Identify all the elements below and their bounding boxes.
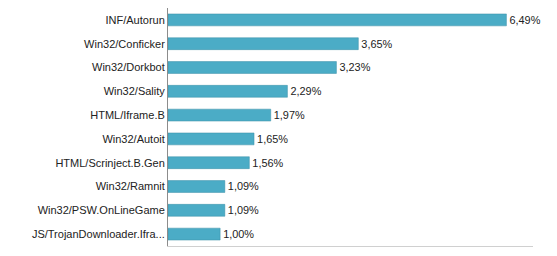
svg-text:1,97%: 1,97% xyxy=(274,109,305,121)
svg-text:Win32/Dorkbot: Win32/Dorkbot xyxy=(92,61,165,73)
svg-text:1,09%: 1,09% xyxy=(228,204,259,216)
svg-text:1,65%: 1,65% xyxy=(257,133,288,145)
svg-text:1,09%: 1,09% xyxy=(228,180,259,192)
svg-text:6,49%: 6,49% xyxy=(509,14,540,26)
svg-text:INF/Autorun: INF/Autorun xyxy=(105,14,164,26)
svg-text:3,65%: 3,65% xyxy=(361,38,392,50)
svg-text:Win32/Conficker: Win32/Conficker xyxy=(84,38,165,50)
svg-text:1,00%: 1,00% xyxy=(223,228,254,240)
svg-text:Win32/Autoit: Win32/Autoit xyxy=(102,133,164,145)
svg-text:3,23%: 3,23% xyxy=(339,61,370,73)
svg-text:Win32/Sality: Win32/Sality xyxy=(104,85,166,97)
svg-text:2,29%: 2,29% xyxy=(290,85,321,97)
svg-text:HTML/Scrinject.B.Gen: HTML/Scrinject.B.Gen xyxy=(55,157,164,169)
svg-text:HTML/Iframe.B: HTML/Iframe.B xyxy=(90,109,165,121)
svg-text:Win32/PSW.OnLineGame: Win32/PSW.OnLineGame xyxy=(38,204,165,216)
svg-text:JS/TrojanDownloader.Ifra...: JS/TrojanDownloader.Ifra... xyxy=(32,228,165,240)
svg-text:Win32/Ramnit: Win32/Ramnit xyxy=(96,180,165,192)
svg-text:1,56%: 1,56% xyxy=(252,157,283,169)
